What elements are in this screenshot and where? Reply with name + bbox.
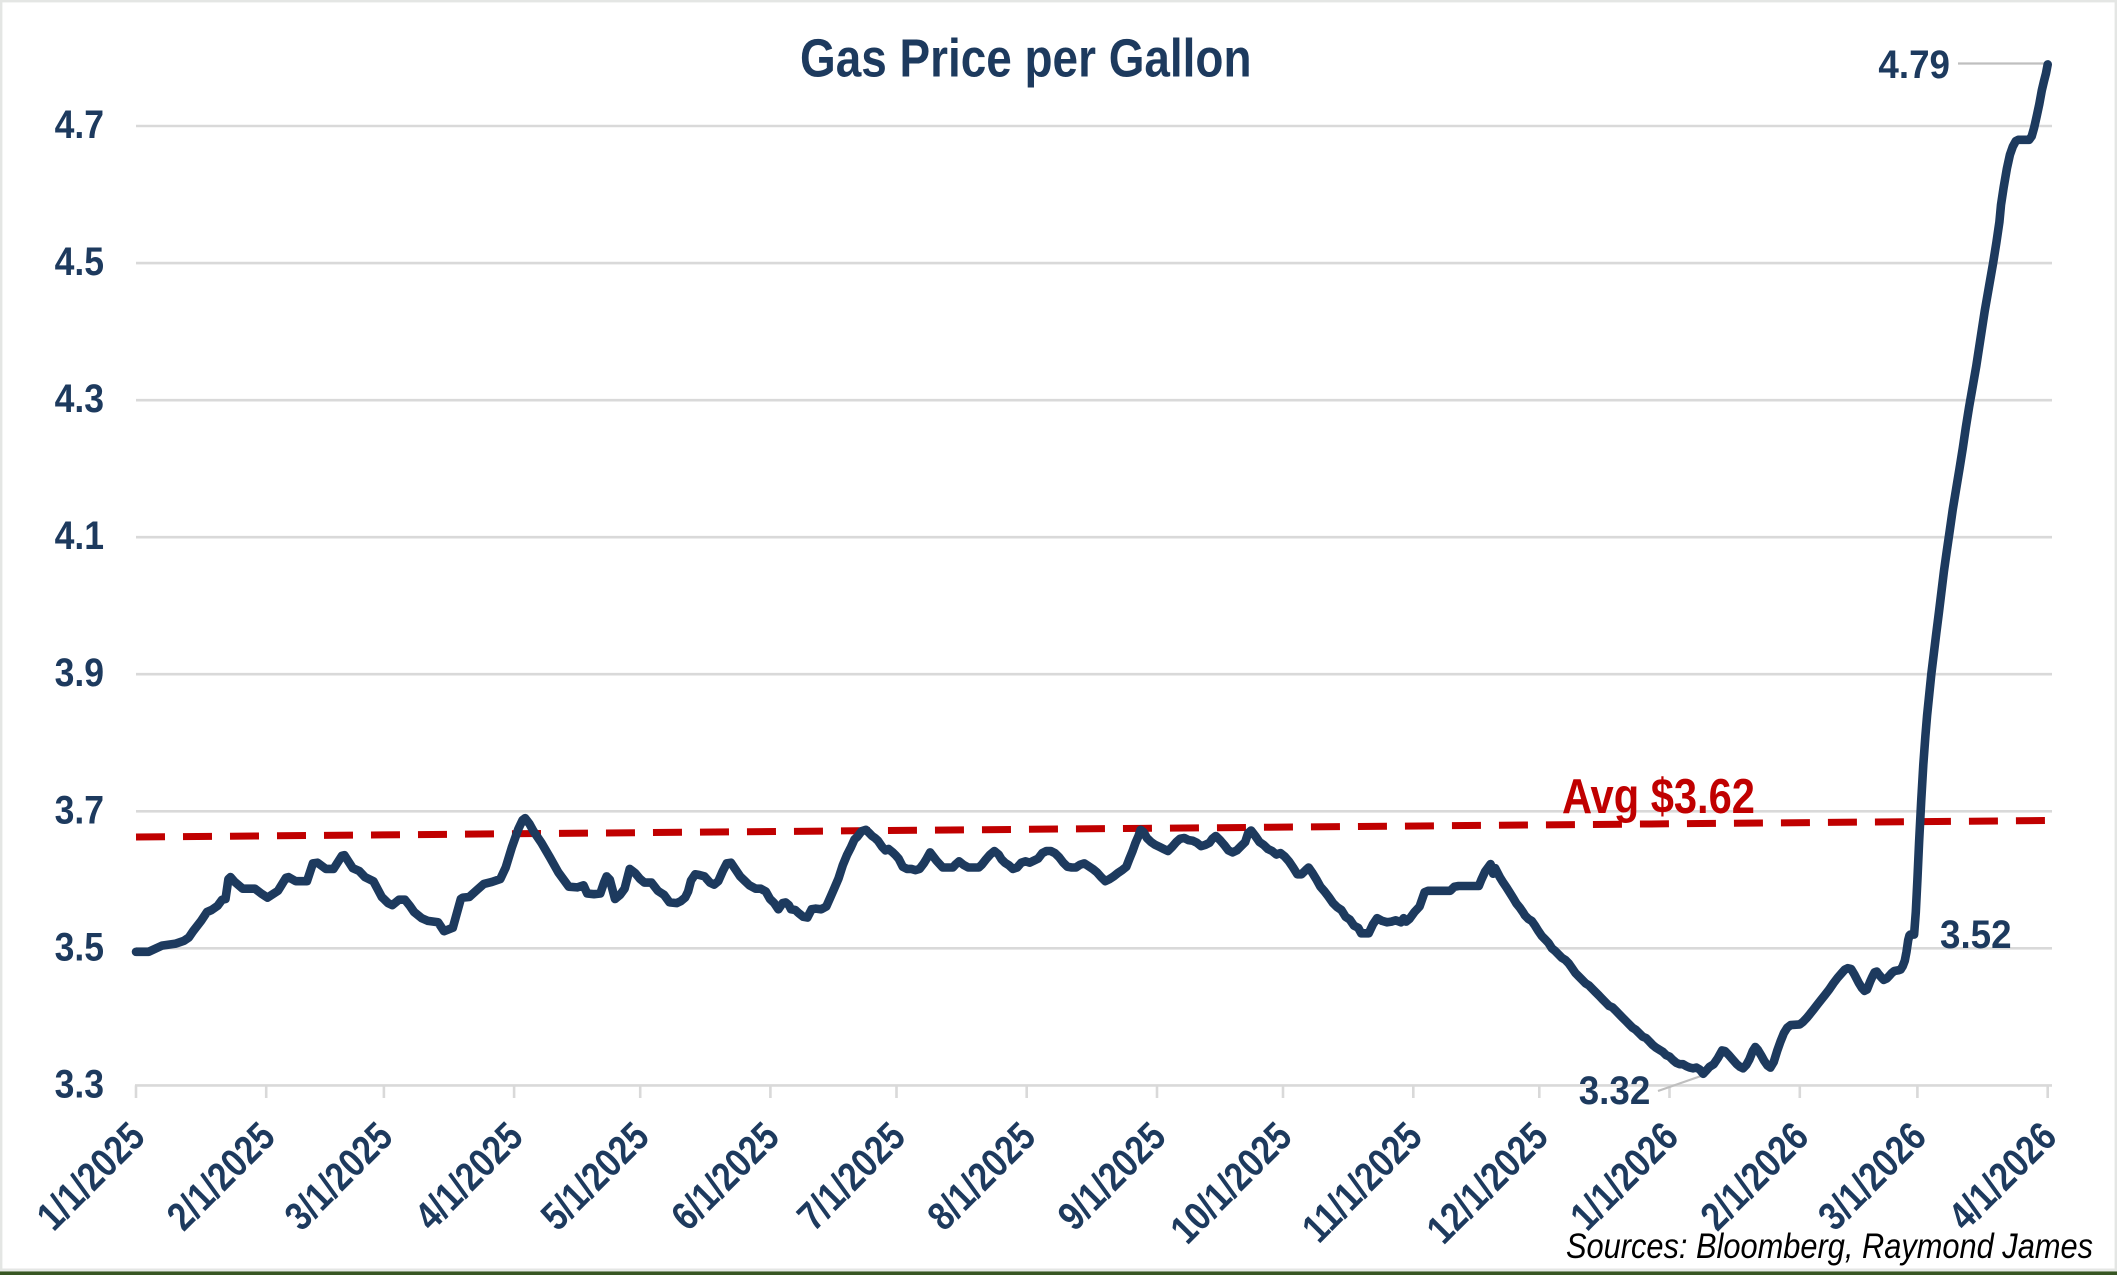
svg-text:3.7: 3.7 xyxy=(55,788,104,832)
svg-text:4.5: 4.5 xyxy=(55,239,104,283)
svg-text:3.52: 3.52 xyxy=(1940,913,2012,958)
svg-text:4.1: 4.1 xyxy=(55,513,104,557)
svg-text:4.7: 4.7 xyxy=(55,102,104,146)
svg-text:Avg $3.62: Avg $3.62 xyxy=(1562,769,1755,824)
svg-text:3.9: 3.9 xyxy=(55,650,104,694)
svg-text:Sources: Bloomberg, Raymond Ja: Sources: Bloomberg, Raymond James xyxy=(1566,1226,2093,1265)
svg-text:3.32: 3.32 xyxy=(1579,1069,1651,1114)
svg-text:Gas Price per Gallon: Gas Price per Gallon xyxy=(800,28,1252,88)
svg-text:4.79: 4.79 xyxy=(1878,43,1950,88)
svg-text:3.3: 3.3 xyxy=(55,1062,104,1106)
svg-text:3.5: 3.5 xyxy=(55,925,104,969)
svg-text:4.3: 4.3 xyxy=(55,376,104,420)
